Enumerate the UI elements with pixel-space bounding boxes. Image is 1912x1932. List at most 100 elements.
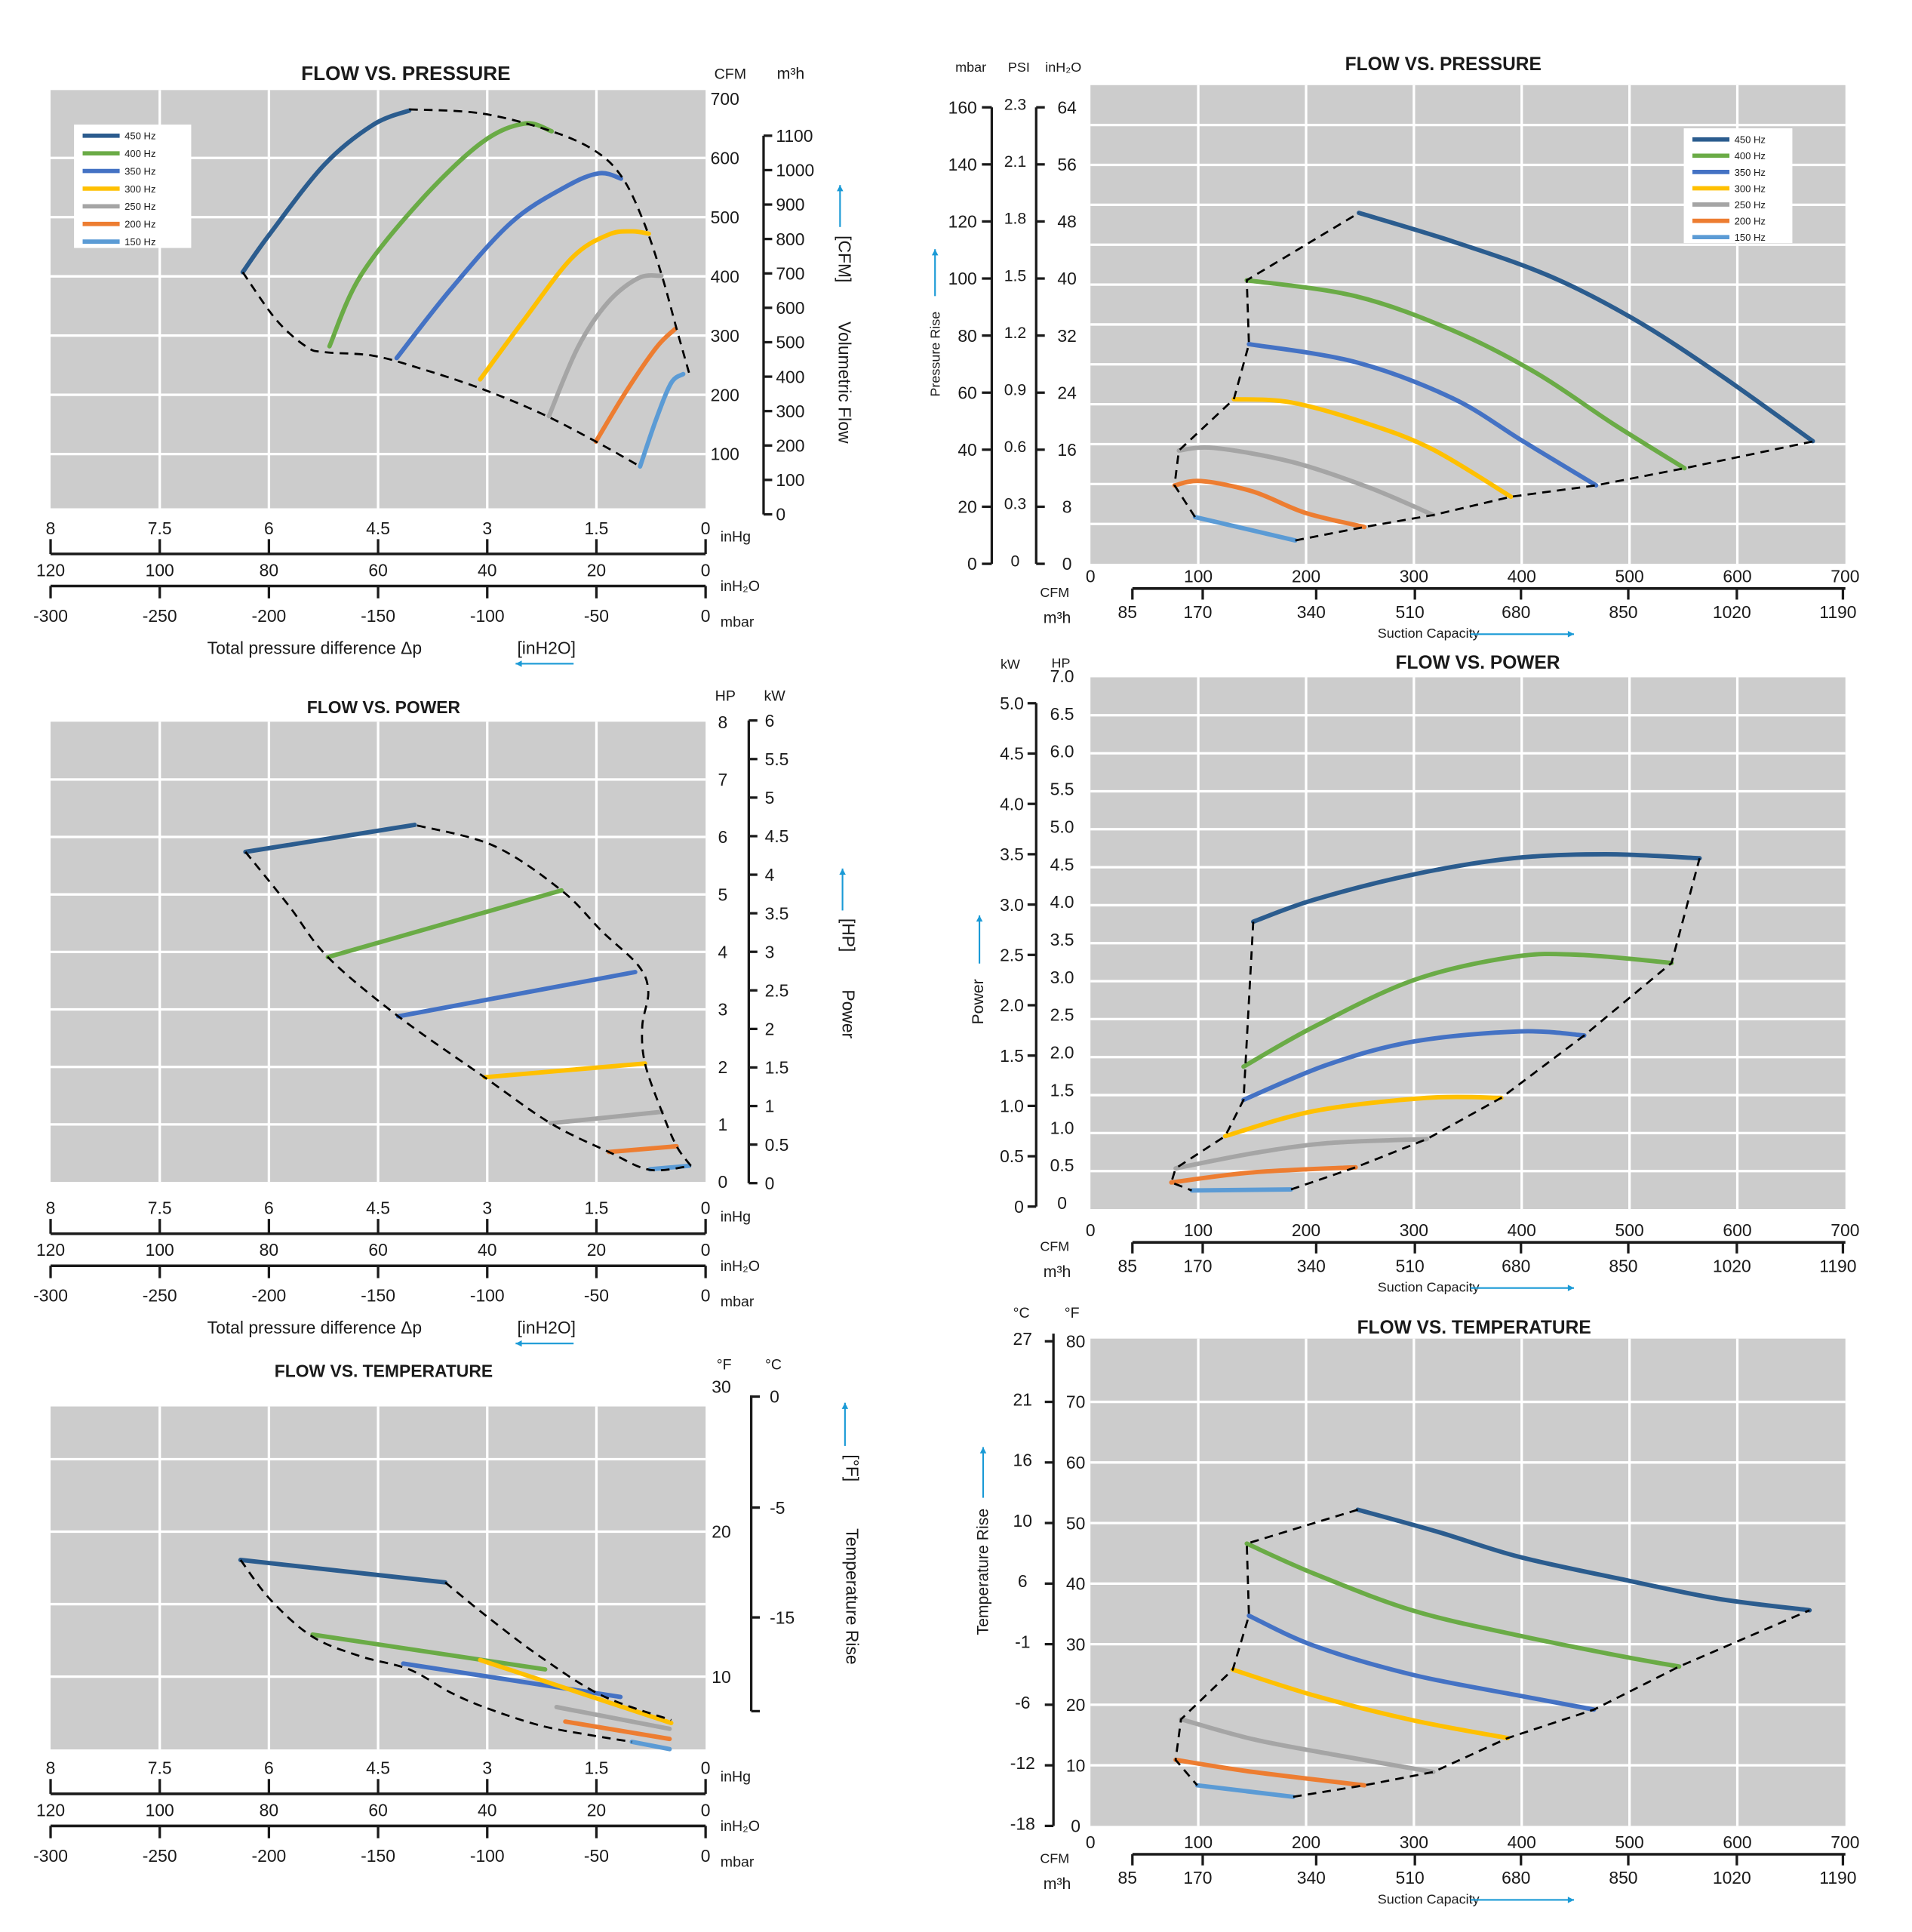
inh2o-tick-label: 56 bbox=[1057, 155, 1076, 174]
chart-title: FLOW VS. POWER bbox=[307, 697, 461, 717]
cfm-tick-label: 700 bbox=[1831, 1220, 1859, 1240]
mbar-tick-label: 0 bbox=[701, 606, 711, 626]
mbar-tick-label: -250 bbox=[143, 606, 177, 626]
y-axis-unit-title: [HP] bbox=[839, 918, 859, 952]
fahrenheit-tick-label: 10 bbox=[1066, 1755, 1085, 1775]
arrow-head bbox=[1567, 1897, 1575, 1903]
inh2o-tick-label: 100 bbox=[146, 1800, 174, 1820]
fahrenheit-tick-label: 50 bbox=[1066, 1513, 1085, 1533]
inhg-tick-label: 3 bbox=[482, 1758, 492, 1778]
inh2o-tick-label: 32 bbox=[1057, 326, 1076, 346]
fahrenheit-tick-label: 60 bbox=[1066, 1453, 1085, 1472]
x-direction-arrow-icon bbox=[515, 660, 574, 667]
celsius-tick-label: -6 bbox=[1015, 1693, 1030, 1712]
mbar-tick-label: -200 bbox=[251, 606, 286, 626]
mbar-tick-label: -200 bbox=[251, 1846, 286, 1866]
operating-envelope-dashed-line bbox=[241, 271, 641, 468]
kw-tick-label: 6 bbox=[765, 711, 775, 731]
m3h-tick-label: 0 bbox=[776, 505, 785, 525]
celsius-tick-label: 6 bbox=[1018, 1571, 1028, 1591]
chart-title: FLOW VS. POWER bbox=[1396, 653, 1560, 673]
x-direction-arrow-icon bbox=[515, 1340, 574, 1347]
m3h-tick-label: 510 bbox=[1396, 1256, 1425, 1275]
inh2o-unit-header: inH₂O bbox=[1045, 60, 1081, 75]
series-line-450-hz bbox=[240, 108, 412, 275]
fahrenheit-tick-label: 0 bbox=[1071, 1817, 1080, 1836]
mbar-tick-label: -150 bbox=[361, 1286, 395, 1306]
mbar-tick-label: -50 bbox=[584, 606, 609, 626]
arrow-head bbox=[1567, 1284, 1575, 1291]
kw-tick-label: 4 bbox=[765, 865, 775, 884]
m3h-tick-label: 510 bbox=[1396, 1868, 1425, 1887]
m3h-tick-label: 400 bbox=[776, 367, 804, 386]
hp-tick-label: 5 bbox=[718, 884, 727, 904]
series-line-250-hz bbox=[1176, 445, 1436, 518]
mbar-tick-label: -300 bbox=[33, 606, 68, 626]
inhg-tick-label: 4.5 bbox=[366, 1758, 390, 1778]
cfm-tick-label: 200 bbox=[711, 385, 739, 405]
y-direction-arrow-icon bbox=[839, 868, 846, 911]
series-line-400-hz bbox=[327, 121, 555, 349]
mbar-tick-label: 120 bbox=[948, 212, 977, 232]
mbar-tick-label: -50 bbox=[584, 1286, 609, 1306]
arrow-head bbox=[1567, 631, 1575, 638]
m3h-tick-label: 170 bbox=[1183, 602, 1212, 622]
x-axis-title: Suction Capacity bbox=[1378, 1280, 1480, 1295]
hp-tick-label: 4 bbox=[718, 943, 727, 962]
kw-tick-label: 5 bbox=[765, 788, 775, 808]
inh2o-tick-label: 120 bbox=[36, 1800, 65, 1820]
celsius-tick-label: -5 bbox=[770, 1498, 785, 1518]
m3h-tick-label: 680 bbox=[1502, 602, 1530, 622]
cfm-tick-label: 200 bbox=[1292, 1220, 1320, 1240]
cfm-tick-label: 300 bbox=[1400, 1832, 1428, 1852]
inh2o-unit-label: inH₂O bbox=[721, 1818, 760, 1835]
legend-box bbox=[74, 125, 192, 248]
left-flow-vs-temperature bbox=[51, 1406, 706, 1752]
hp-tick-label: 0 bbox=[1057, 1193, 1067, 1213]
x-axis-unit-title: [inH2O] bbox=[517, 638, 576, 657]
operating-envelope-dashed-line bbox=[1290, 857, 1701, 1191]
operating-envelope-dashed-line bbox=[409, 108, 690, 374]
kw-tick-label: 0 bbox=[765, 1174, 775, 1193]
m3h-tick-label: 85 bbox=[1118, 1256, 1137, 1275]
inhg-tick-label: 8 bbox=[46, 1758, 56, 1778]
mbar-tick-label: -150 bbox=[361, 1846, 395, 1866]
arrow-head bbox=[841, 1402, 849, 1409]
psi-tick-label: 0 bbox=[1011, 552, 1020, 570]
inh2o-tick-label: 0 bbox=[1062, 554, 1072, 574]
left-flow-vs-pressure bbox=[51, 90, 706, 509]
fahrenheit-tick-label: 30 bbox=[1066, 1635, 1085, 1654]
hp-tick-label: 4.5 bbox=[1050, 854, 1074, 874]
cfm-tick-label: 500 bbox=[1615, 1832, 1644, 1852]
inh2o-tick-label: 48 bbox=[1057, 212, 1076, 232]
psi-tick-label: 1.5 bbox=[1004, 266, 1027, 285]
inh2o-tick-label: 100 bbox=[146, 560, 174, 580]
mbar-unit-label: mbar bbox=[721, 1854, 755, 1870]
inh2o-tick-label: 60 bbox=[368, 560, 387, 580]
celsius-tick-label: 16 bbox=[1013, 1451, 1032, 1470]
hp-tick-label: 5.0 bbox=[1050, 817, 1074, 836]
kw-tick-label: 3.5 bbox=[765, 903, 789, 923]
inh2o-tick-label: 40 bbox=[478, 560, 496, 580]
m3h-tick-label: 850 bbox=[1609, 602, 1637, 622]
series-line-5 bbox=[607, 1143, 679, 1155]
m3h-tick-label: 170 bbox=[1183, 1868, 1212, 1887]
m3h-tick-label: 340 bbox=[1297, 1868, 1326, 1887]
cfm-tick-label: 0 bbox=[1086, 1832, 1096, 1852]
fahrenheit-unit-header: °F bbox=[1065, 1305, 1080, 1321]
y-direction-arrow-icon bbox=[976, 915, 983, 964]
inh2o-tick-label: 16 bbox=[1057, 440, 1076, 460]
mbar-tick-label: -300 bbox=[33, 1846, 68, 1866]
series-line-2 bbox=[395, 970, 638, 1019]
legend-label: 300 Hz bbox=[1735, 183, 1766, 194]
mbar-tick-label: 60 bbox=[958, 383, 976, 402]
mbar-tick-label: -200 bbox=[251, 1286, 286, 1306]
hp-tick-label: 6 bbox=[718, 827, 727, 847]
legend-box bbox=[1683, 128, 1793, 244]
inhg-tick-label: 0 bbox=[701, 1198, 711, 1218]
m3h-tick-label: 850 bbox=[1609, 1868, 1637, 1887]
legend-label: 300 Hz bbox=[124, 183, 155, 195]
celsius-tick-label: -12 bbox=[1010, 1753, 1035, 1773]
legend bbox=[1683, 128, 1793, 244]
right-flow-vs-temperature bbox=[1090, 1338, 1846, 1826]
